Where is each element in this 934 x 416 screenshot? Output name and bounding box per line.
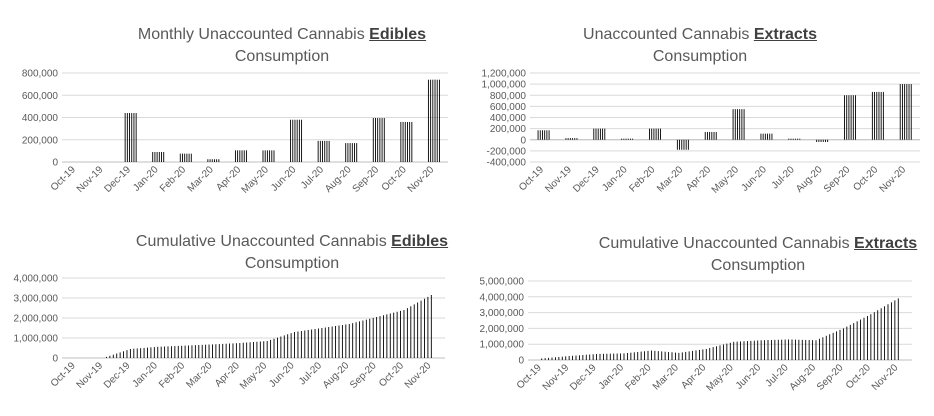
y-tick-label: 200,000 xyxy=(22,135,59,146)
x-tick-label: May-20 xyxy=(704,362,736,394)
y-tick-label: 400,000 xyxy=(22,113,59,124)
x-tick-label: Nov-19 xyxy=(541,362,572,393)
y-tick-label: 600,000 xyxy=(490,102,527,113)
bar xyxy=(179,153,192,162)
chart-title-monthly-extracts: Unaccounted Cannabis Extracts Consumptio… xyxy=(530,24,870,68)
y-tick-label: 600,000 xyxy=(22,91,59,102)
chart-title-bold: Edibles xyxy=(369,26,427,43)
y-tick-label: 0 xyxy=(520,135,526,146)
chart-title-cumulative-edibles: Cumulative Unaccounted Cannabis Edibles … xyxy=(112,231,472,275)
y-tick-label: 400,000 xyxy=(490,113,527,124)
chart-title-prefix: Monthly Unaccounted Cannabis xyxy=(137,26,370,43)
bar xyxy=(899,84,912,140)
y-tick-label: 3,000,000 xyxy=(480,308,525,319)
bar xyxy=(290,119,303,162)
x-tick-label: Mar-20 xyxy=(651,362,681,392)
bar xyxy=(152,151,165,162)
chart-title-cumulative-extracts: Cumulative Unaccounted Cannabis Extracts… xyxy=(578,233,934,277)
bar xyxy=(788,138,801,140)
x-tick-label: Oct-20 xyxy=(844,362,873,391)
y-tick-label: 1,000,000 xyxy=(482,80,527,91)
y-tick-label: 1,000,000 xyxy=(480,340,525,351)
bar xyxy=(704,131,717,140)
bar xyxy=(565,138,578,140)
bar xyxy=(234,150,247,162)
y-tick-label: 0 xyxy=(518,356,524,367)
y-tick-label: 800,000 xyxy=(490,91,527,102)
x-tick-label: Feb-20 xyxy=(623,362,653,392)
y-tick-label: 200,000 xyxy=(490,124,527,135)
chart-title-monthly-edibles: Monthly Unaccounted Cannabis Edibles Con… xyxy=(112,24,452,68)
y-tick-label: 0 xyxy=(52,158,58,169)
y-tick-label: -200,000 xyxy=(487,146,527,157)
bar xyxy=(400,121,413,162)
y-tick-label: 1,000,000 xyxy=(14,334,59,345)
x-tick-label: Dec-19 xyxy=(568,362,599,393)
bar xyxy=(372,118,385,162)
y-tick-label: 4,000,000 xyxy=(14,274,59,285)
bar xyxy=(427,79,440,162)
bar xyxy=(621,138,634,140)
y-tick-label: 2,000,000 xyxy=(14,314,59,325)
y-tick-label: -400,000 xyxy=(487,158,527,169)
bar xyxy=(345,143,358,162)
chart-title-suffix: Consumption xyxy=(244,255,340,272)
bar xyxy=(593,128,606,140)
y-tick-label: 800,000 xyxy=(22,69,59,80)
x-tick-label: Aug-20 xyxy=(788,362,819,393)
cumulative-bars xyxy=(541,298,899,360)
bar xyxy=(871,91,884,140)
y-tick-label: 3,000,000 xyxy=(14,294,59,305)
bar xyxy=(760,133,773,140)
chart-title-suffix: Consumption xyxy=(234,48,330,65)
chart-title-suffix: Consumption xyxy=(652,48,748,65)
y-tick-label: 0 xyxy=(52,354,58,365)
y-tick-label: 5,000,000 xyxy=(480,277,525,288)
bar xyxy=(207,159,220,162)
chart-title-prefix: Cumulative Unaccounted Cannabis xyxy=(598,235,855,252)
chart-title-bold: Extracts xyxy=(753,26,817,43)
bar xyxy=(262,150,275,162)
chart-title-prefix: Unaccounted Cannabis xyxy=(583,26,754,43)
chart-title-bold: Extracts xyxy=(854,235,918,252)
chart-title-prefix: Cumulative Unaccounted Cannabis xyxy=(135,233,392,250)
y-tick-label: 4,000,000 xyxy=(480,292,525,303)
chart-title-bold: Edibles xyxy=(391,233,449,250)
x-tick-label: Sep-20 xyxy=(815,362,846,393)
bar xyxy=(732,109,745,140)
bar xyxy=(816,139,829,142)
cumulative-bars xyxy=(106,295,432,358)
x-tick-label: Jun-20 xyxy=(734,362,764,392)
chart-title-suffix: Consumption xyxy=(710,257,806,274)
bar xyxy=(537,130,550,140)
bar xyxy=(124,113,137,162)
bar xyxy=(317,140,330,162)
bar xyxy=(676,139,689,150)
y-tick-label: 2,000,000 xyxy=(480,324,525,335)
x-tick-label: Nov-20 xyxy=(870,362,901,393)
bar xyxy=(844,95,856,140)
x-tick-label: Jan-20 xyxy=(597,362,627,392)
bar xyxy=(649,128,661,140)
y-tick-label: 1,200,000 xyxy=(482,69,527,80)
